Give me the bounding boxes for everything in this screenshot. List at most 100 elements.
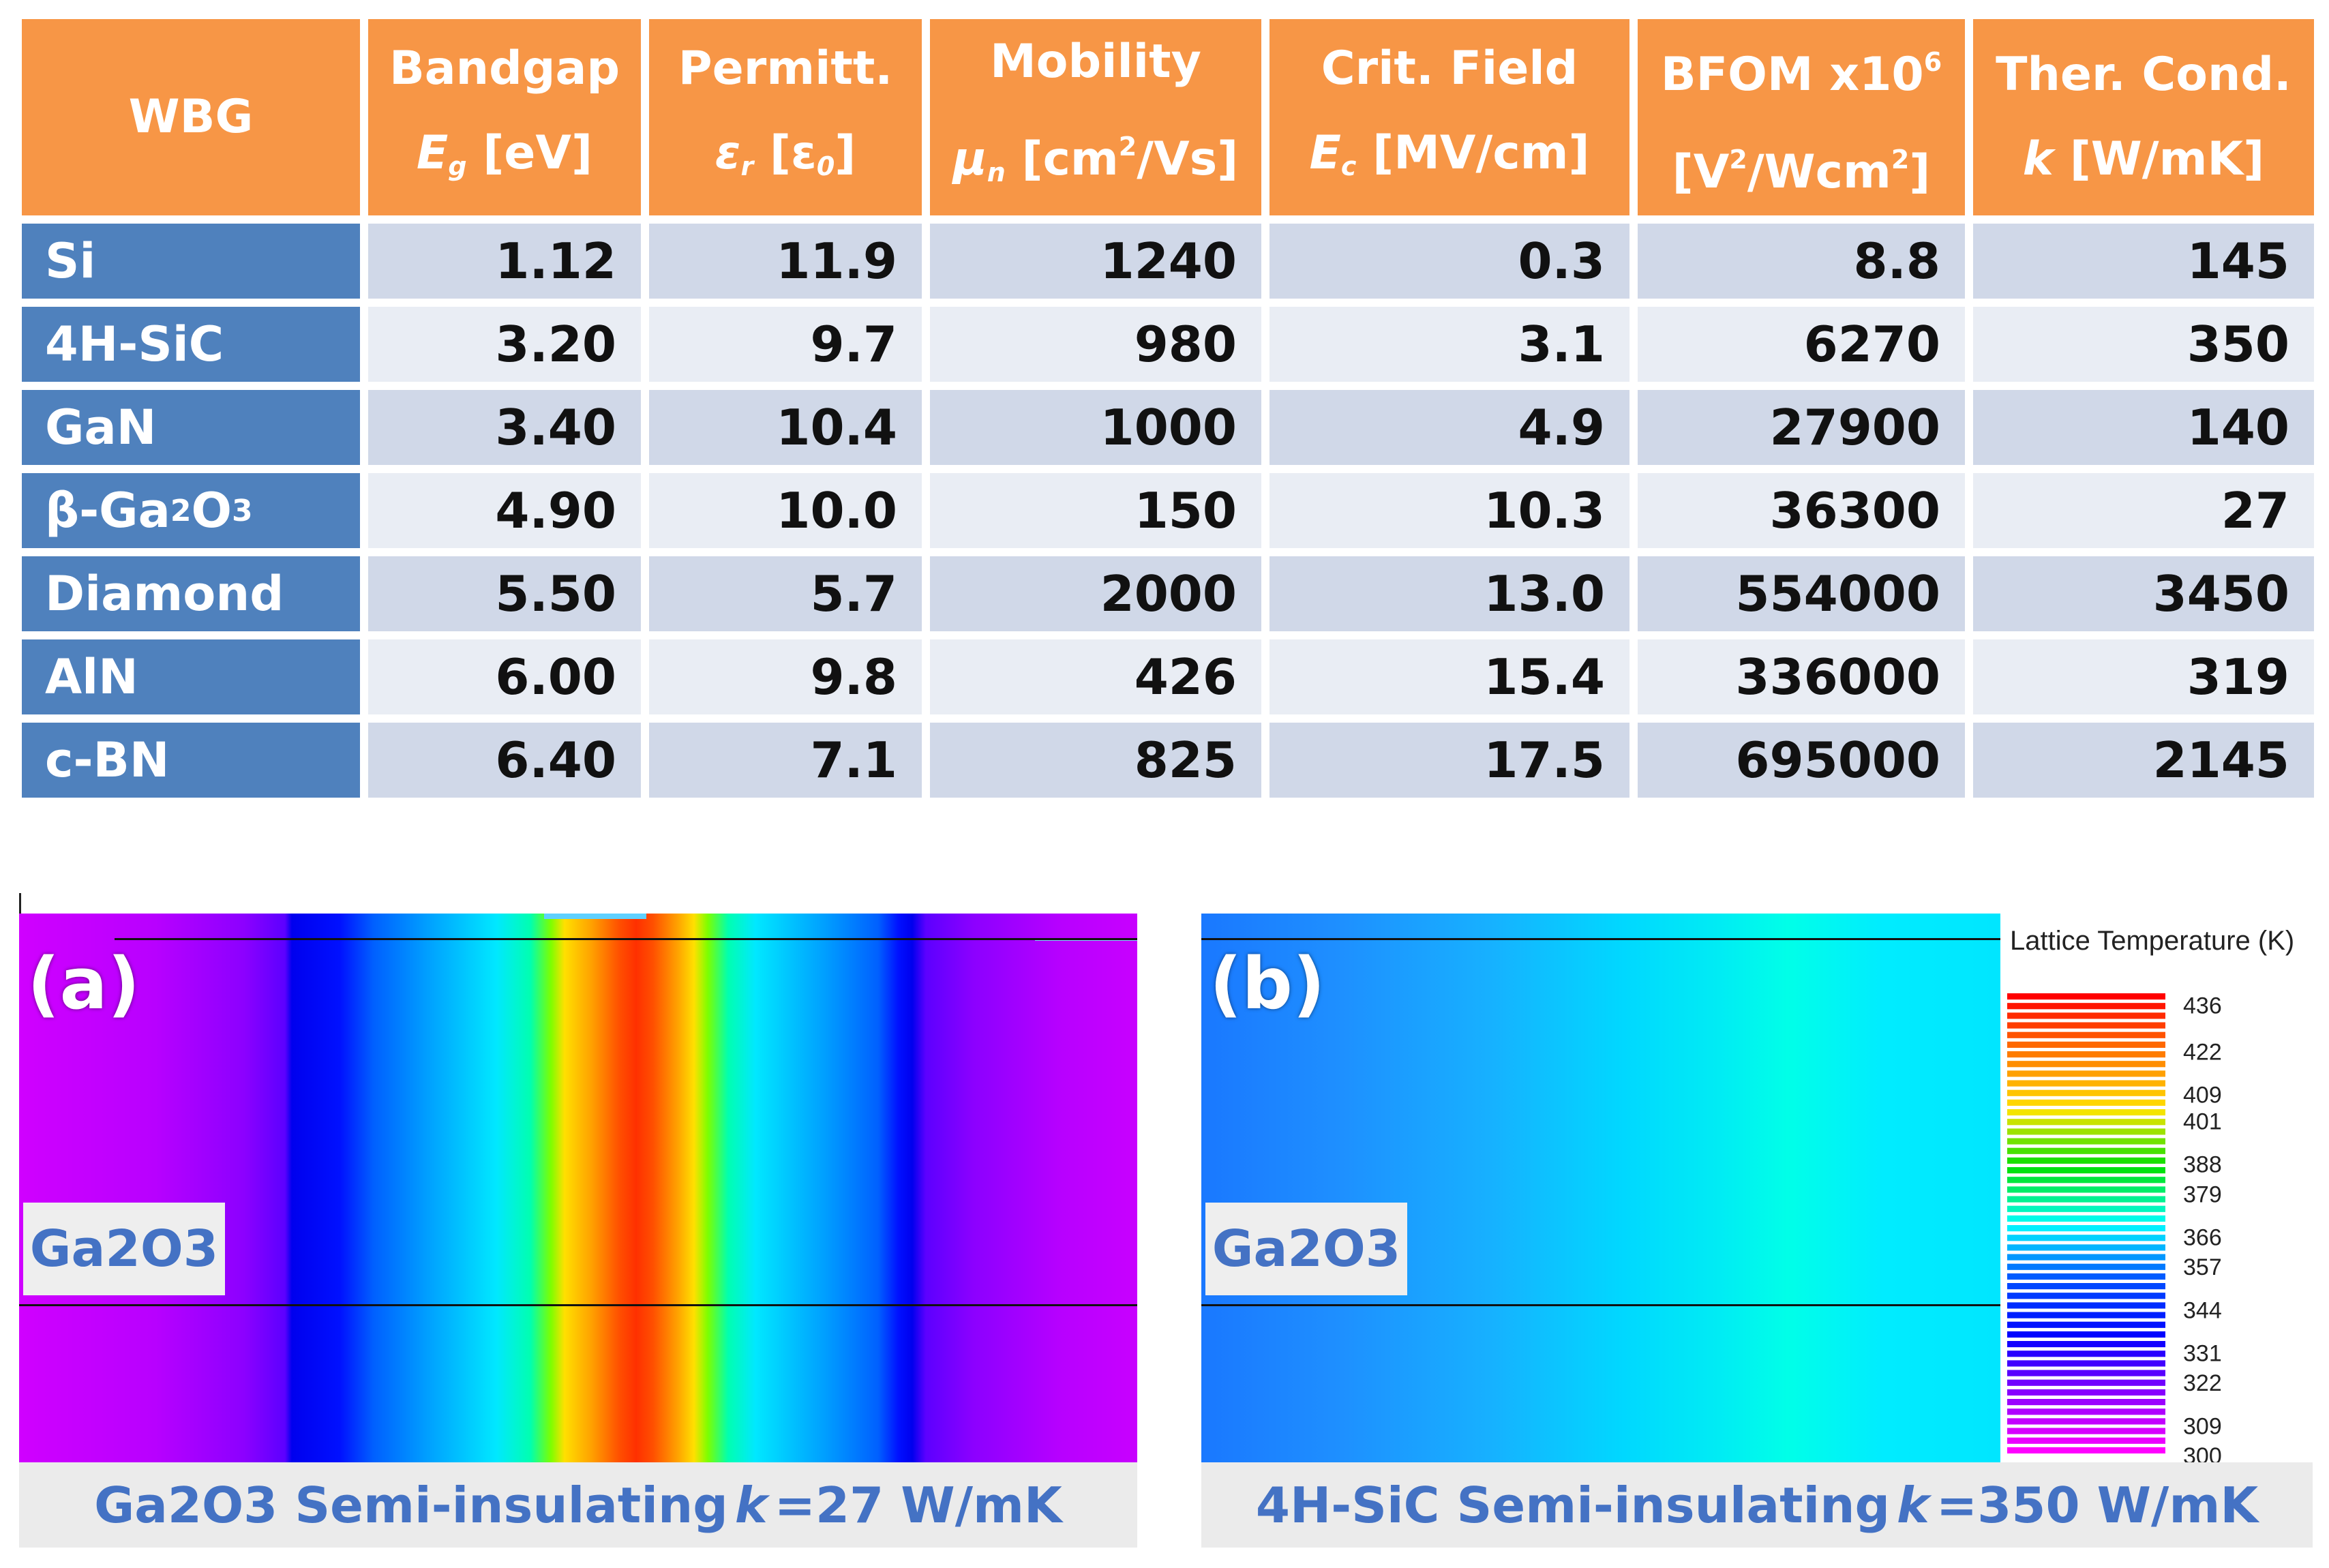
- cell-permittivity: 10.0: [649, 473, 922, 548]
- legend-tick-label: 300: [2183, 1443, 2222, 1462]
- legend-color-band: [2007, 1089, 2165, 1096]
- material-name-cell: c-BN: [22, 723, 360, 798]
- panel-a-heatmap: [19, 914, 1137, 1462]
- panel-a-ga2o3-substrate: (a) Ga2O3 Ga2O3 Semi-insulating k =27 W/mK: [19, 893, 1137, 1548]
- legend-color-band: [2007, 1331, 2165, 1338]
- cell-thermal-conductivity: 350: [1973, 307, 2314, 382]
- legend-color-band: [2007, 993, 2165, 1000]
- cell-critical-field: 3.1: [1269, 307, 1629, 382]
- cell-thermal-conductivity: 27: [1973, 473, 2314, 548]
- legend-tick-label: 322: [2183, 1370, 2222, 1396]
- cell-thermal-conductivity: 2145: [1973, 723, 2314, 798]
- cell-critical-field: 13.0: [1269, 556, 1629, 631]
- header-mobility: Mobility μn [cm2/Vs]: [930, 19, 1261, 215]
- header-thermal-conductivity-title: Ther. Cond.: [1996, 48, 2292, 102]
- legend-color-band: [2007, 1128, 2165, 1135]
- legend-color-band: [2007, 1254, 2165, 1261]
- cell-bfom: 6270: [1638, 307, 1965, 382]
- cell-bfom: 554000: [1638, 556, 1965, 631]
- legend-color-band: [2007, 1321, 2165, 1328]
- table-row: GaN 3.40 10.4 1000 4.9 27900 140: [22, 390, 2314, 465]
- cell-critical-field: 0.3: [1269, 224, 1629, 299]
- cell-thermal-conductivity: 140: [1973, 390, 2314, 465]
- wbg-properties-table: WBG Bandgap Eg [eV] Permitt. εr [ε0] Mob…: [22, 19, 2314, 804]
- legend-color-band: [2007, 1437, 2165, 1444]
- panel-a-top-interface-line: [115, 938, 1137, 940]
- header-bfom-title: BFOM x106: [1660, 47, 1942, 102]
- legend-tick-label: 422: [2183, 1039, 2222, 1065]
- cell-thermal-conductivity: 145: [1973, 224, 2314, 299]
- legend-color-band: [2007, 1428, 2165, 1434]
- cell-mobility: 2000: [930, 556, 1261, 631]
- header-wbg: WBG: [22, 19, 360, 215]
- legend-tick-label: 331: [2183, 1340, 2222, 1366]
- panel-b-heatmap: [1201, 914, 2000, 1462]
- legend-tick-label: 409: [2183, 1083, 2222, 1109]
- legend-color-band: [2007, 1167, 2165, 1174]
- legend-color-band: [2007, 1051, 2165, 1058]
- header-permittivity-unit: εr [ε0]: [715, 125, 856, 181]
- material-name-cell: β-Ga 2 O 3: [22, 473, 360, 548]
- legend-tick-label: 366: [2183, 1224, 2222, 1250]
- cell-mobility: 980: [930, 307, 1261, 382]
- legend-color-band: [2007, 1109, 2165, 1116]
- table-row: Si 1.12 11.9 1240 0.3 8.8 145: [22, 224, 2314, 299]
- cell-mobility: 150: [930, 473, 1261, 548]
- header-bandgap: Bandgap Eg [eV]: [368, 19, 641, 215]
- cell-thermal-conductivity: 3450: [1973, 556, 2314, 631]
- legend-color-band: [2007, 1408, 2165, 1415]
- table-row: c-BN 6.40 7.1 825 17.5 695000 2145: [22, 723, 2314, 798]
- header-mobility-unit: μn [cm2/Vs]: [952, 132, 1239, 187]
- legend-color-band: [2007, 1302, 2165, 1309]
- panel-b-label: (b): [1209, 942, 1325, 1025]
- cell-bandgap: 1.12: [368, 224, 641, 299]
- legend-color-band: [2007, 1196, 2165, 1203]
- material-name-cell: GaN: [22, 390, 360, 465]
- legend-tick-label: 401: [2183, 1109, 2222, 1134]
- cell-bfom: 695000: [1638, 723, 1965, 798]
- panel-a-frame-tick: [19, 893, 21, 914]
- header-bandgap-unit: Eg [eV]: [416, 125, 593, 181]
- legend-tick-label: 357: [2183, 1254, 2222, 1280]
- cell-bandgap: 6.40: [368, 723, 641, 798]
- header-bandgap-title: Bandgap: [389, 41, 620, 95]
- cell-bfom: 27900: [1638, 390, 1965, 465]
- legend-tick-label: 309: [2183, 1413, 2222, 1439]
- legend-color-band: [2007, 1283, 2165, 1290]
- header-permittivity: Permitt. εr [ε0]: [649, 19, 922, 215]
- legend-color-band: [2007, 1022, 2165, 1029]
- header-wbg-label: WBG: [128, 90, 254, 144]
- legend-title: Lattice Temperature (K): [2010, 926, 2295, 956]
- panel-b-substrate-interface-line: [1201, 1304, 2000, 1306]
- cell-critical-field: 17.5: [1269, 723, 1629, 798]
- legend-color-band: [2007, 1070, 2165, 1077]
- legend-color-band: [2007, 1235, 2165, 1241]
- legend-color-band: [2007, 1147, 2165, 1154]
- legend-color-band: [2007, 1418, 2165, 1425]
- legend-color-band: [2007, 1177, 2165, 1183]
- legend-color-band: [2007, 1205, 2165, 1212]
- header-permittivity-title: Permitt.: [678, 41, 893, 95]
- material-name-cell: AlN: [22, 639, 360, 714]
- cell-permittivity: 11.9: [649, 224, 922, 299]
- cell-permittivity: 10.4: [649, 390, 922, 465]
- cell-permittivity: 7.1: [649, 723, 922, 798]
- cell-bandgap: 4.90: [368, 473, 641, 548]
- legend-color-band: [2007, 1031, 2165, 1038]
- panel-a-caption: Ga2O3 Semi-insulating k =27 W/mK: [19, 1462, 1137, 1548]
- legend-color-band: [2007, 1351, 2165, 1357]
- legend-color-band: [2007, 1225, 2165, 1232]
- table-row: β-Ga 2 O 3 4.90 10.0 150 10.3 36300 27: [22, 473, 2314, 548]
- legend-color-band: [2007, 1080, 2165, 1087]
- cell-permittivity: 9.8: [649, 639, 922, 714]
- header-critical-field-unit: Ec [MV/cm]: [1309, 125, 1590, 181]
- temperature-legend: Lattice Temperature (K) 436 422 409 401 388 3…: [2000, 914, 2313, 1462]
- table-header-row: WBG Bandgap Eg [eV] Permitt. εr [ε0] Mob…: [22, 19, 2314, 215]
- legend-color-band: [2007, 1341, 2165, 1348]
- panel-b-sic-substrate: (b) Ga2O3 Lattice Temperature (K) 436 422…: [1201, 893, 2313, 1548]
- legend-color-band: [2007, 1399, 2165, 1406]
- material-name-cell: Diamond: [22, 556, 360, 631]
- header-critical-field: Crit. Field Ec [MV/cm]: [1269, 19, 1629, 215]
- legend-color-band: [2007, 1447, 2165, 1453]
